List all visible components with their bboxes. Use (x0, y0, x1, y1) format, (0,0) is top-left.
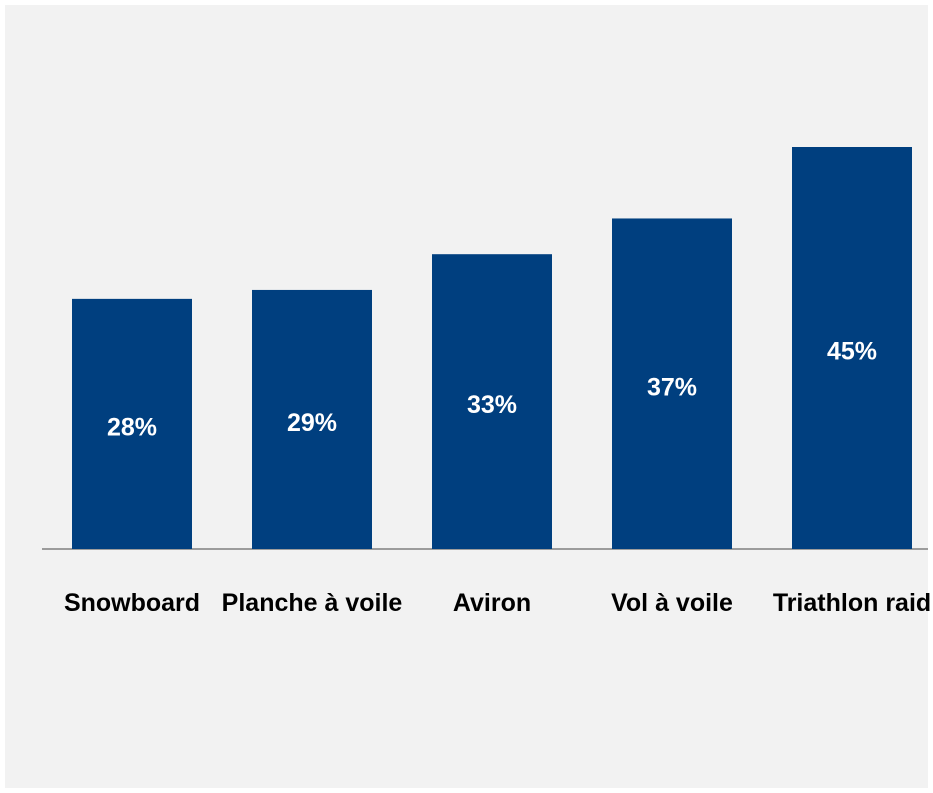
bar (792, 147, 912, 549)
x-tick-label: Aviron (452, 589, 532, 617)
value-label: 45% (827, 338, 877, 366)
x-tick-label: Triathlon raid (772, 589, 932, 617)
bar (252, 289, 372, 549)
x-tick-label: Vol à voile (611, 589, 733, 617)
value-label: 28% (107, 414, 157, 442)
bar (432, 254, 552, 549)
x-tick-label: Planche à voile (221, 589, 403, 617)
value-label: 29% (287, 409, 337, 437)
value-label: 37% (647, 373, 697, 401)
bar (72, 298, 192, 549)
x-tick-label: Snowboard (63, 589, 201, 617)
value-label: 33% (467, 391, 517, 419)
bar (612, 218, 732, 549)
